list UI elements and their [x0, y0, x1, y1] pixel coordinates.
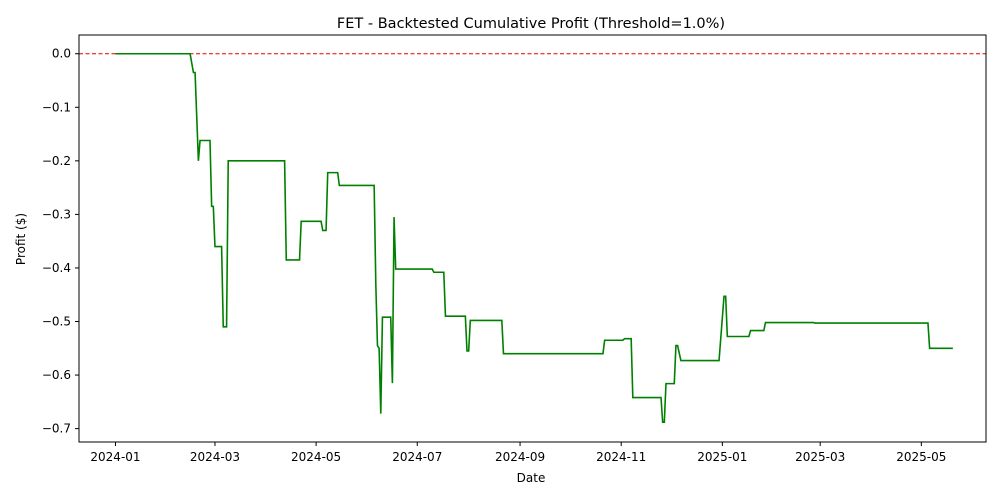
y-axis-label: Profit ($) — [14, 213, 28, 265]
x-tick-label: 2025-03 — [795, 450, 845, 464]
x-tick-label: 2024-05 — [291, 450, 341, 464]
y-tick-label: −0.7 — [42, 422, 71, 436]
plot-frame — [78, 34, 987, 443]
x-tick-label: 2024-01 — [90, 450, 140, 464]
chart-title: FET - Backtested Cumulative Profit (Thre… — [337, 16, 725, 32]
profit-series-line — [115, 52, 953, 423]
x-tick-label: 2024-11 — [596, 450, 646, 464]
x-tick-label: 2025-01 — [697, 450, 747, 464]
x-tick-label: 2024-09 — [495, 450, 545, 464]
y-tick-label: −0.5 — [42, 315, 71, 329]
y-tick-label: 0.0 — [52, 47, 71, 61]
y-tick-label: −0.4 — [42, 261, 71, 275]
y-tick-label: −0.6 — [42, 368, 71, 382]
y-tick-label: −0.3 — [42, 207, 71, 221]
x-tick-label: 2024-07 — [392, 450, 442, 464]
plot-area: 2024-01 2024-03 2024-05 2024-07 2024-09 2024-… — [42, 47, 986, 464]
y-tick-label: −0.1 — [42, 100, 71, 114]
x-tick-label: 2025-05 — [896, 450, 946, 464]
y-tick-label: −0.2 — [42, 154, 71, 168]
x-axis-label: Date — [517, 471, 546, 485]
x-tick-label: 2024-03 — [190, 450, 240, 464]
